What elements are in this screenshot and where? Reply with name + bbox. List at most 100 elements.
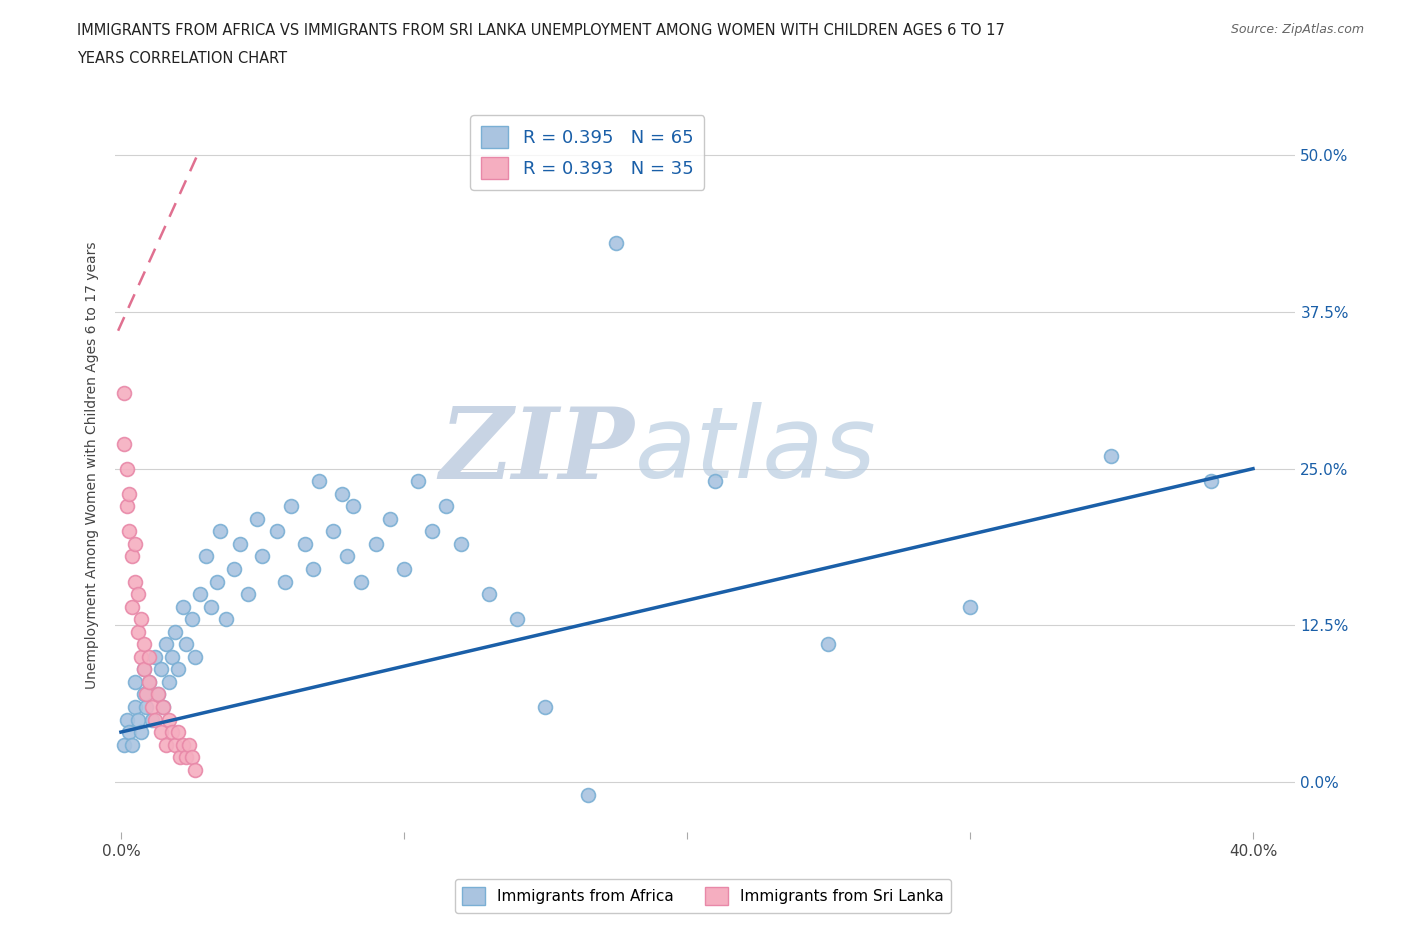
Point [959, 599, 981, 614]
Point [143, 649, 166, 664]
Point [138, 674, 160, 689]
Point [576, 788, 599, 803]
Point [127, 712, 149, 727]
Point [200, 599, 222, 614]
Point [118, 724, 141, 739]
Point [336, 549, 359, 564]
Point [121, 737, 143, 752]
Point [141, 712, 163, 727]
Point [146, 687, 169, 702]
Point [350, 574, 373, 589]
Point [172, 599, 194, 614]
Point [138, 649, 160, 664]
Point [434, 498, 457, 513]
Text: YEARS CORRELATION CHART: YEARS CORRELATION CHART [77, 51, 287, 66]
Point [124, 699, 146, 714]
Point [160, 724, 183, 739]
Point [420, 524, 443, 538]
Point [406, 473, 429, 488]
Point [294, 537, 316, 551]
Point [246, 512, 269, 526]
Point [229, 537, 252, 551]
Point [180, 612, 202, 627]
Point [124, 537, 146, 551]
Point [506, 612, 529, 627]
Point [152, 699, 174, 714]
Legend: Immigrants from Africa, Immigrants from Sri Lanka: Immigrants from Africa, Immigrants from … [454, 879, 952, 913]
Point [205, 574, 228, 589]
Point [149, 724, 172, 739]
Point [135, 687, 157, 702]
Point [127, 587, 149, 602]
Point [149, 662, 172, 677]
Y-axis label: Unemployment Among Women with Children Ages 6 to 17 years: Unemployment Among Women with Children A… [86, 242, 100, 689]
Point [308, 473, 330, 488]
Point [704, 473, 727, 488]
Point [274, 574, 297, 589]
Point [266, 524, 288, 538]
Point [124, 574, 146, 589]
Point [364, 537, 387, 551]
Point [129, 724, 152, 739]
Point [172, 737, 194, 752]
Point [183, 763, 205, 777]
Text: IMMIGRANTS FROM AFRICA VS IMMIGRANTS FROM SRI LANKA UNEMPLOYMENT AMONG WOMEN WIT: IMMIGRANTS FROM AFRICA VS IMMIGRANTS FRO… [77, 23, 1005, 38]
Point [450, 537, 472, 551]
Point [224, 562, 246, 577]
Point [302, 562, 325, 577]
Point [166, 662, 188, 677]
Point [127, 624, 149, 639]
Point [155, 737, 177, 752]
Point [214, 612, 236, 627]
Text: ZIP: ZIP [440, 403, 634, 499]
Point [208, 524, 231, 538]
Point [115, 712, 138, 727]
Point [118, 486, 141, 501]
Point [188, 587, 211, 602]
Point [132, 662, 155, 677]
Point [378, 512, 401, 526]
Point [817, 637, 839, 652]
Point [115, 461, 138, 476]
Point [138, 674, 160, 689]
Point [342, 498, 364, 513]
Point [129, 649, 152, 664]
Point [163, 737, 186, 752]
Point [146, 687, 169, 702]
Point [252, 549, 274, 564]
Point [322, 524, 344, 538]
Point [124, 674, 146, 689]
Point [118, 524, 141, 538]
Point [112, 737, 135, 752]
Point [157, 712, 180, 727]
Text: Source: ZipAtlas.com: Source: ZipAtlas.com [1230, 23, 1364, 36]
Point [155, 637, 177, 652]
Point [280, 498, 302, 513]
Point [330, 486, 353, 501]
Point [180, 750, 202, 764]
Point [160, 649, 183, 664]
Point [177, 737, 200, 752]
Point [534, 699, 557, 714]
Point [143, 712, 166, 727]
Point [174, 637, 197, 652]
Point [135, 699, 157, 714]
Point [238, 587, 260, 602]
Point [129, 612, 152, 627]
Point [605, 235, 627, 250]
Point [121, 549, 143, 564]
Point [157, 674, 180, 689]
Point [132, 687, 155, 702]
Point [174, 750, 197, 764]
Point [121, 599, 143, 614]
Point [183, 649, 205, 664]
Point [112, 436, 135, 451]
Point [194, 549, 217, 564]
Point [478, 587, 501, 602]
Point [166, 724, 188, 739]
Point [112, 386, 135, 401]
Point [115, 498, 138, 513]
Point [1199, 473, 1222, 488]
Point [132, 637, 155, 652]
Point [392, 562, 415, 577]
